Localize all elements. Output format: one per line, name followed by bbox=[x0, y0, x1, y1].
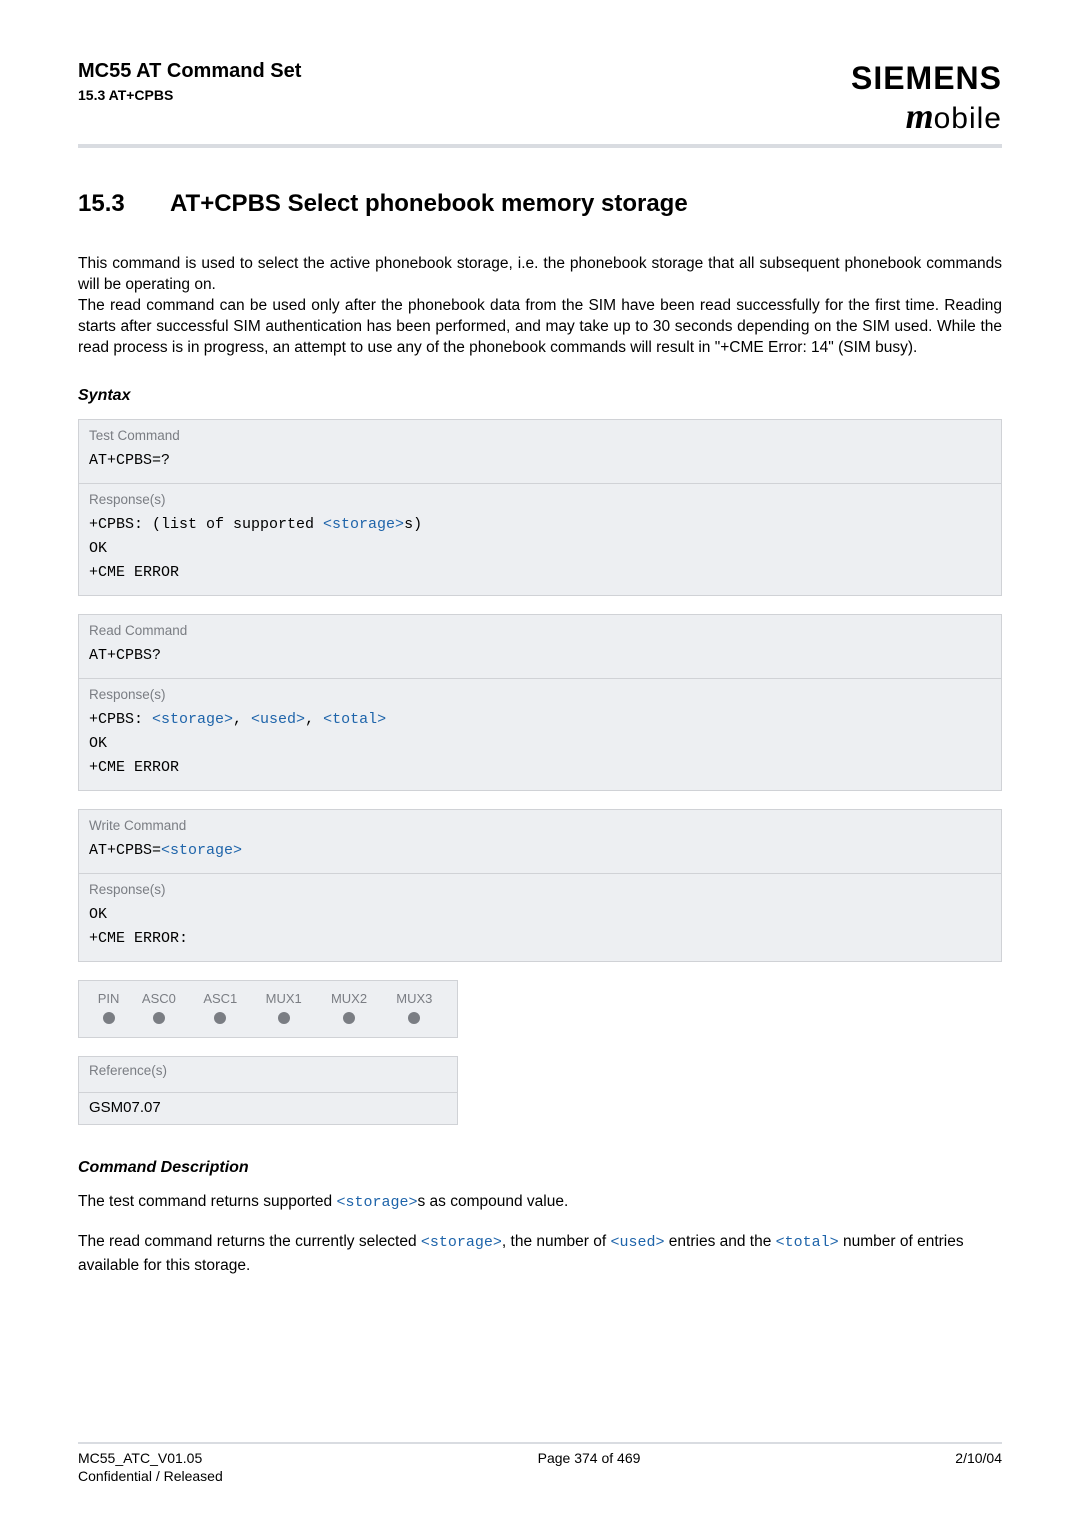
test-response-cme: +CME ERROR bbox=[89, 561, 991, 585]
read-command-box: Read Command AT+CPBS? Response(s) +CPBS:… bbox=[78, 614, 1002, 791]
read-command-text: AT+CPBS? bbox=[89, 644, 991, 668]
footer-date: 2/10/04 bbox=[955, 1450, 1002, 1484]
reference-value: GSM07.07 bbox=[89, 1099, 447, 1116]
param-storage: <storage> bbox=[323, 516, 404, 533]
intro-paragraph-1: This command is used to select the activ… bbox=[78, 254, 1002, 296]
support-table-dot-row bbox=[89, 1008, 447, 1037]
param-total: <total> bbox=[776, 1234, 839, 1251]
col-asc0: ASC0 bbox=[128, 985, 189, 1008]
write-command-box: Write Command AT+CPBS=<storage> Response… bbox=[78, 809, 1002, 962]
dot-icon bbox=[153, 1012, 165, 1024]
support-table-header-row: PIN ASC0 ASC1 MUX1 MUX2 MUX3 bbox=[89, 985, 447, 1008]
param-storage: <storage> bbox=[161, 842, 242, 859]
footer-doc-version: MC55_ATC_V01.05 bbox=[78, 1450, 223, 1466]
col-mux3: MUX3 bbox=[382, 985, 447, 1008]
command-description-label: Command Description bbox=[78, 1159, 1002, 1177]
doc-title: MC55 AT Command Set bbox=[78, 60, 301, 83]
read-response-line1: +CPBS: <storage>, <used>, <total> bbox=[89, 708, 991, 732]
write-response-ok: OK bbox=[89, 903, 991, 927]
dot-icon bbox=[214, 1012, 226, 1024]
dot-icon bbox=[103, 1012, 115, 1024]
col-pin: PIN bbox=[89, 985, 128, 1008]
logo-siemens-text: SIEMENS bbox=[851, 60, 1002, 97]
test-response-label: Response(s) bbox=[89, 492, 991, 507]
support-table-box: PIN ASC0 ASC1 MUX1 MUX2 MUX3 bbox=[78, 980, 458, 1038]
reference-box: Reference(s) GSM07.07 bbox=[78, 1056, 458, 1125]
write-response-cme: +CME ERROR: bbox=[89, 927, 991, 951]
doc-subtitle: 15.3 AT+CPBS bbox=[78, 87, 301, 103]
col-mux2: MUX2 bbox=[316, 985, 381, 1008]
desc-paragraph-2: The read command returns the currently s… bbox=[78, 1231, 1002, 1277]
read-response-cme: +CME ERROR bbox=[89, 756, 991, 780]
write-response-label: Response(s) bbox=[89, 882, 991, 897]
col-asc1: ASC1 bbox=[190, 985, 251, 1008]
page-footer: MC55_ATC_V01.05 Confidential / Released … bbox=[78, 1442, 1002, 1484]
intro-paragraph-2: The read command can be used only after … bbox=[78, 296, 1002, 359]
footer-confidential: Confidential / Released bbox=[78, 1468, 223, 1484]
param-storage: <storage> bbox=[336, 1194, 417, 1211]
syntax-label: Syntax bbox=[78, 387, 1002, 405]
read-response-label: Response(s) bbox=[89, 687, 991, 702]
section-number: 15.3 bbox=[78, 190, 170, 218]
siemens-logo: SIEMENS mobile bbox=[851, 60, 1002, 137]
dot-icon bbox=[408, 1012, 420, 1024]
read-command-label: Read Command bbox=[89, 623, 991, 638]
logo-mobile-text: mobile bbox=[851, 95, 1002, 137]
test-response-line1: +CPBS: (list of supported <storage>s) bbox=[89, 513, 991, 537]
section-heading: 15.3AT+CPBS Select phonebook memory stor… bbox=[78, 190, 1002, 218]
reference-label: Reference(s) bbox=[89, 1063, 447, 1078]
header-left: MC55 AT Command Set 15.3 AT+CPBS bbox=[78, 60, 301, 103]
test-command-label: Test Command bbox=[89, 428, 991, 443]
footer-rule bbox=[78, 1442, 1002, 1444]
footer-page-number: Page 374 of 469 bbox=[538, 1450, 641, 1484]
desc-paragraph-1: The test command returns supported <stor… bbox=[78, 1191, 1002, 1215]
dot-icon bbox=[343, 1012, 355, 1024]
support-table: PIN ASC0 ASC1 MUX1 MUX2 MUX3 bbox=[89, 985, 447, 1037]
param-total: <total> bbox=[323, 711, 386, 728]
write-command-label: Write Command bbox=[89, 818, 991, 833]
section-title-text: AT+CPBS Select phonebook memory storage bbox=[170, 190, 688, 217]
read-response-ok: OK bbox=[89, 732, 991, 756]
logo-mobile-m: m bbox=[906, 96, 935, 136]
col-mux1: MUX1 bbox=[251, 985, 316, 1008]
header-rule bbox=[78, 144, 1002, 148]
logo-mobile-rest: obile bbox=[934, 102, 1002, 135]
dot-icon bbox=[278, 1012, 290, 1024]
test-response-ok: OK bbox=[89, 537, 991, 561]
test-command-box: Test Command AT+CPBS=? Response(s) +CPBS… bbox=[78, 419, 1002, 596]
param-storage: <storage> bbox=[421, 1234, 502, 1251]
param-storage: <storage> bbox=[152, 711, 233, 728]
param-used: <used> bbox=[251, 711, 305, 728]
test-command-text: AT+CPBS=? bbox=[89, 449, 991, 473]
write-command-text: AT+CPBS=<storage> bbox=[89, 839, 991, 863]
param-used: <used> bbox=[610, 1234, 664, 1251]
page-header: MC55 AT Command Set 15.3 AT+CPBS SIEMENS… bbox=[78, 60, 1002, 138]
